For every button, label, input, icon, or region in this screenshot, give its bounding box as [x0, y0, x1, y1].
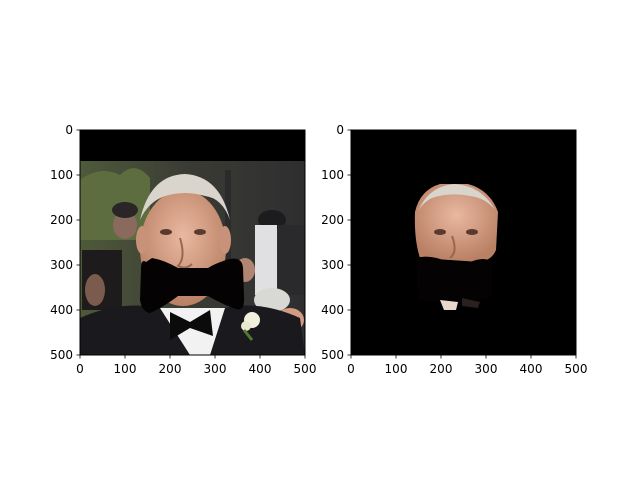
- x-tick-label-right-5: 500: [565, 362, 588, 376]
- x-tick-label-right-1: 100: [385, 362, 408, 376]
- y-tick-label-left-2: 200: [50, 213, 73, 227]
- x-tick-label-left-1: 100: [114, 362, 137, 376]
- x-tick-label-left-3: 300: [204, 362, 227, 376]
- axes-frame-right: [350, 129, 577, 356]
- y-tick-label-left-4: 400: [50, 303, 73, 317]
- y-tick-label-left-0: 0: [65, 123, 73, 137]
- masked-image: [351, 130, 576, 355]
- y-axis-left: 0 100 200 300 400 500: [50, 123, 80, 362]
- x-tick-label-right-3: 300: [475, 362, 498, 376]
- y-tick-label-right-5: 500: [321, 348, 344, 362]
- y-tick-label-right-1: 100: [321, 168, 344, 182]
- y-tick-label-left-5: 500: [50, 348, 73, 362]
- x-tick-label-right-0: 0: [347, 362, 355, 376]
- image-panel-right: 0 100 200 300 400 500 0 100 200 300 400 500: [321, 123, 587, 376]
- y-tick-label-right-0: 0: [336, 123, 344, 137]
- image-panel-left: 0 100 200 300 400 500 0 100 200 300 400 500: [50, 123, 316, 376]
- x-tick-label-left-5: 500: [294, 362, 317, 376]
- x-tick-label-right-2: 200: [430, 362, 453, 376]
- axes-frame-left: [79, 129, 306, 356]
- x-axis-left: 0 100 200 300 400 500: [76, 355, 316, 376]
- y-tick-label-left-1: 100: [50, 168, 73, 182]
- x-tick-label-left-0: 0: [76, 362, 84, 376]
- y-tick-label-right-2: 200: [321, 213, 344, 227]
- x-axis-right: 0 100 200 300 400 500: [347, 355, 587, 376]
- x-tick-label-right-4: 400: [520, 362, 543, 376]
- x-tick-label-left-2: 200: [159, 362, 182, 376]
- y-tick-label-left-3: 300: [50, 258, 73, 272]
- y-tick-label-right-3: 300: [321, 258, 344, 272]
- y-tick-label-right-4: 400: [321, 303, 344, 317]
- y-axis-right: 0 100 200 300 400 500: [321, 123, 351, 362]
- photo-image: [80, 130, 305, 355]
- x-tick-label-left-4: 400: [249, 362, 272, 376]
